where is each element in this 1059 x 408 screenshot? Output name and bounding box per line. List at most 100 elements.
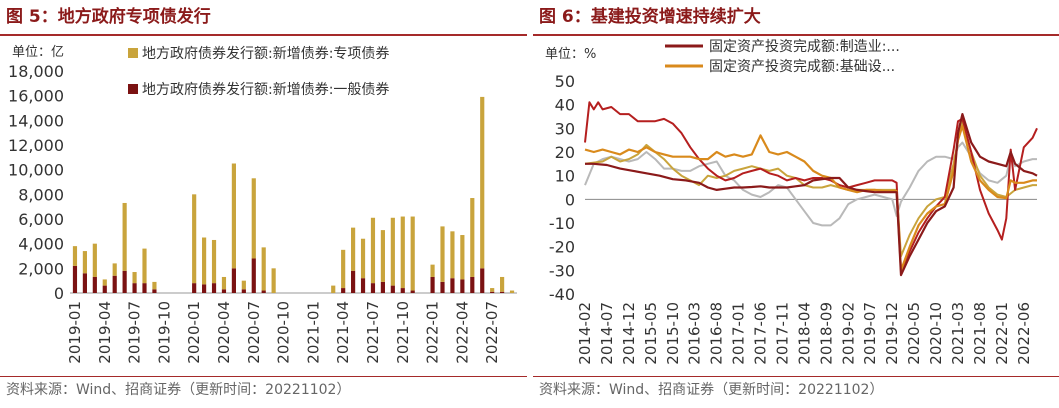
left-xtick-label: 2022-04 <box>453 301 471 364</box>
bar-general-2021-05 <box>351 270 356 293</box>
left-source-rule <box>0 376 527 377</box>
bar-general-2022-07 <box>490 291 495 293</box>
bar-general-2022-05 <box>470 276 475 293</box>
bar-general-2020-08 <box>261 290 266 293</box>
bar-general-2019-09 <box>152 289 157 293</box>
bar-special-2019-02 <box>82 251 87 274</box>
bar-general-2020-06 <box>241 289 246 293</box>
bar-special-2021-03 <box>331 285 336 293</box>
bar-general-2020-03 <box>211 283 217 293</box>
left-ytick-label: 0 <box>54 284 64 303</box>
right-ytick-label: -20 <box>549 238 575 257</box>
bar-special-2021-07 <box>370 217 376 284</box>
bar-special-2021-09 <box>390 217 395 286</box>
legend-swatch-special <box>128 48 138 58</box>
legend-label-general: 地方政府债券发行额:新增债券:一般债券 <box>142 82 389 98</box>
bar-special-2019-01 <box>72 246 78 266</box>
left-bar-chart: 单位：亿 0 2,000 4,000 6,000 8,000 10,000 12,000 14,… <box>8 45 517 364</box>
bar-general-2019-08 <box>142 283 147 293</box>
left-xtick-label: 2021-07 <box>364 301 382 364</box>
bar-special-2022-03 <box>450 231 455 279</box>
bar-general-2021-09 <box>390 285 395 293</box>
bar-general-2022-06 <box>480 268 485 293</box>
bar-special-2020-03 <box>211 239 217 284</box>
left-xtick-label: 2019-01 <box>66 301 84 364</box>
bar-special-2020-08 <box>261 247 266 291</box>
left-xtick-label: 2022-07 <box>483 301 501 364</box>
bar-general-2020-07 <box>251 258 256 293</box>
right-xtick-label: 2015-10 <box>664 302 682 365</box>
bar-special-2022-02 <box>440 226 445 282</box>
right-line-chart: 单位：% -40 -30 -20 -10 0 10 20 30 40 50 2014-02 2014-0… <box>545 39 1038 365</box>
bar-special-2021-08 <box>380 230 385 282</box>
bar-general-2019-04 <box>102 285 107 293</box>
left-xtick-label: 2019-04 <box>96 301 114 364</box>
bar-special-2020-01 <box>192 194 197 284</box>
right-chart-title: 图 6：基建投资增速持续扩大 <box>539 7 761 27</box>
right-ytick-label: 50 <box>555 72 575 91</box>
left-xtick-label: 2021-01 <box>304 301 322 364</box>
bar-general-2022-01 <box>430 276 435 293</box>
right-xtick-label: 2019-12 <box>883 302 901 365</box>
right-source-rule <box>533 376 1059 377</box>
bar-general-2019-03 <box>92 276 97 293</box>
right-xtick-label: 2022-01 <box>993 302 1011 365</box>
bar-general-2019-06 <box>122 270 127 293</box>
right-xtick-label: 2016-03 <box>686 302 704 365</box>
left-xtick-label: 2021-04 <box>334 301 352 364</box>
bar-special-2021-06 <box>360 238 366 279</box>
bar-general-2020-05 <box>231 268 236 293</box>
right-xtick-label: 2017-01 <box>730 302 748 365</box>
left-xtick-label: 2019-10 <box>155 301 173 364</box>
right-unit-label: 单位：% <box>545 47 596 62</box>
bar-special-2021-11 <box>410 216 415 291</box>
bar-special-2019-08 <box>142 248 147 284</box>
right-xtick-label: 2021-08 <box>971 302 989 365</box>
right-xtick-label: 2018-09 <box>817 302 835 365</box>
bar-special-2022-05 <box>470 198 475 277</box>
right-xtick-label: 2015-05 <box>642 302 660 365</box>
right-xtick-label: 2019-02 <box>839 302 857 365</box>
bar-special-2019-06 <box>122 202 127 271</box>
bar-special-2020-04 <box>221 276 227 290</box>
left-ytick-label: 2,000 <box>18 259 64 278</box>
bar-special-2020-09 <box>271 268 276 293</box>
bar-special-2020-06 <box>241 280 246 290</box>
bar-general-2022-04 <box>460 279 465 293</box>
legend-swatch-general <box>128 84 138 94</box>
right-xtick-label: 2017-11 <box>773 302 791 365</box>
bar-special-2022-04 <box>460 235 465 280</box>
bar-special-2022-01 <box>430 264 435 277</box>
right-xtick-label: 2019-07 <box>861 302 879 365</box>
line-series-1 <box>585 113 1038 277</box>
bar-special-2019-07 <box>132 272 137 284</box>
bar-general-2020-04 <box>221 289 227 293</box>
right-xtick-label: 2014-12 <box>620 302 638 365</box>
right-chart-panel: 图 6：基建投资增速持续扩大 单位：% -40 -30 -20 -10 0 10 20 30 40… <box>533 0 1059 408</box>
line-series-2 <box>584 124 1037 272</box>
legend-label-infrastructure: 固定资产投资完成额:基础设... <box>709 58 895 75</box>
right-xtick-label: 2017-06 <box>752 302 770 365</box>
line-series-5 <box>584 101 1038 272</box>
left-xtick-label: 2019-07 <box>126 301 144 364</box>
bar-special-2020-02 <box>202 237 207 285</box>
bar-general-2019-01 <box>72 265 78 293</box>
bar-general-2022-02 <box>440 281 445 293</box>
bar-special-2020-05 <box>231 163 236 269</box>
left-source-note: 资料来源：Wind、招商证券（更新时间：20221102） <box>6 382 351 398</box>
right-ytick-label: -40 <box>549 285 575 304</box>
left-ytick-label: 10,000 <box>8 161 64 180</box>
bar-special-2022-09 <box>509 290 515 293</box>
left-ytick-label: 4,000 <box>18 235 64 254</box>
left-ytick-label: 14,000 <box>8 111 64 130</box>
left-xtick-label: 2020-04 <box>215 301 233 364</box>
left-chart-title: 图 5：地方政府专项债发行 <box>6 7 211 27</box>
left-ytick-label: 6,000 <box>18 210 64 229</box>
legend-label-special: 地方政府债券发行额:新增债券:专项债券 <box>142 46 389 62</box>
right-xtick-label: 2022-06 <box>1015 302 1033 365</box>
left-ytick-label: 8,000 <box>18 185 64 204</box>
bar-general-2021-11 <box>410 290 415 293</box>
bar-general-2022-03 <box>450 278 455 293</box>
right-ytick-label: 10 <box>555 167 575 186</box>
left-xtick-label: 2020-01 <box>185 301 203 364</box>
